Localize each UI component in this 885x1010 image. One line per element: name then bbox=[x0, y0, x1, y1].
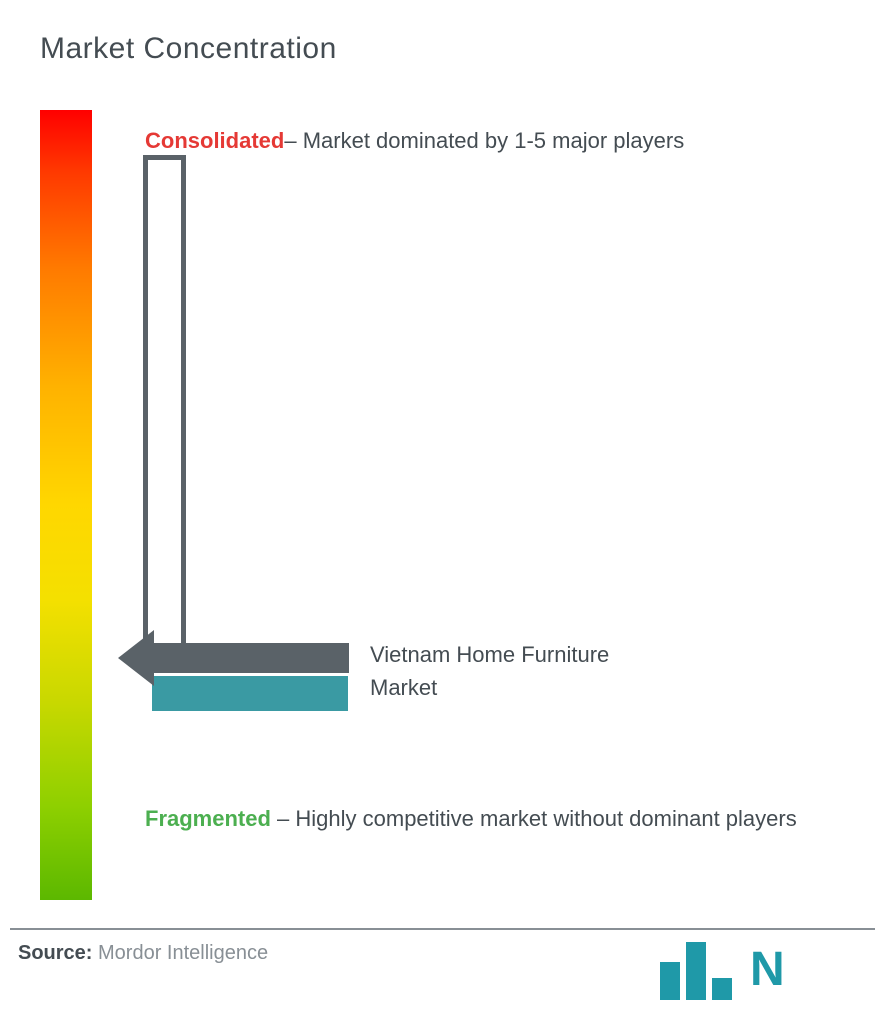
fragmented-term: Fragmented bbox=[145, 806, 271, 831]
consolidated-label-block: Consolidated– Market dominated by 1-5 ma… bbox=[145, 112, 845, 169]
brand-logo: N bbox=[660, 940, 820, 1000]
fragmented-label-block: Fragmented – Highly competitive market w… bbox=[145, 790, 845, 847]
logo-text: N bbox=[750, 946, 785, 994]
source-name: Mordor Intelligence bbox=[92, 942, 268, 964]
logo-bar-icon bbox=[660, 962, 680, 1000]
consolidated-description: – Market dominated by 1-5 major players bbox=[284, 128, 684, 153]
indicator-connector-top bbox=[143, 155, 186, 160]
fragmented-description: – Highly competitive market without domi… bbox=[271, 806, 797, 831]
indicator-arrow-head-icon bbox=[118, 630, 154, 686]
concentration-gradient-bar bbox=[40, 110, 92, 900]
source-label: Source: bbox=[18, 942, 92, 964]
indicator-accent-strip bbox=[152, 676, 348, 711]
consolidated-term: Consolidated bbox=[145, 128, 284, 153]
footer-source: Source: Mordor Intelligence bbox=[18, 942, 268, 965]
logo-bar-icon bbox=[686, 942, 706, 1000]
indicator-arrow-bar bbox=[143, 643, 349, 673]
logo-bar-icon bbox=[712, 978, 732, 1000]
page-title: Market Concentration bbox=[40, 32, 337, 66]
indicator-connector-vertical-right bbox=[181, 155, 186, 650]
indicator-connector-vertical-left bbox=[143, 155, 148, 650]
footer-divider bbox=[10, 928, 875, 930]
market-name-label: Vietnam Home FurnitureMarket bbox=[370, 638, 609, 704]
